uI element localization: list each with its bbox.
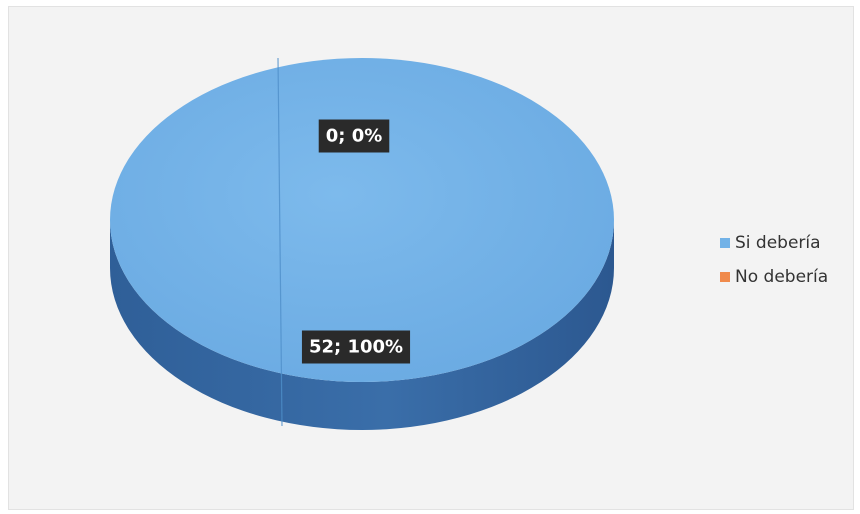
legend-swatch-si-deberia xyxy=(720,238,730,248)
legend-item-no-deberia: No debería xyxy=(720,266,828,288)
legend-swatch-no-deberia xyxy=(720,272,730,282)
data-label-si-deber-a: 52; 100% xyxy=(302,331,410,364)
legend-label-si-deberia: Si debería xyxy=(735,233,821,253)
data-label-no-deber-a: 0; 0% xyxy=(319,120,390,153)
legend-label-no-deberia: No debería xyxy=(735,267,828,287)
legend-item-si-deberia: Si debería xyxy=(720,232,828,254)
data-label-text-si-deber-a: 52; 100% xyxy=(309,337,403,358)
data-label-text-no-deber-a: 0; 0% xyxy=(326,126,383,147)
legend: Si debería No debería xyxy=(720,232,828,300)
